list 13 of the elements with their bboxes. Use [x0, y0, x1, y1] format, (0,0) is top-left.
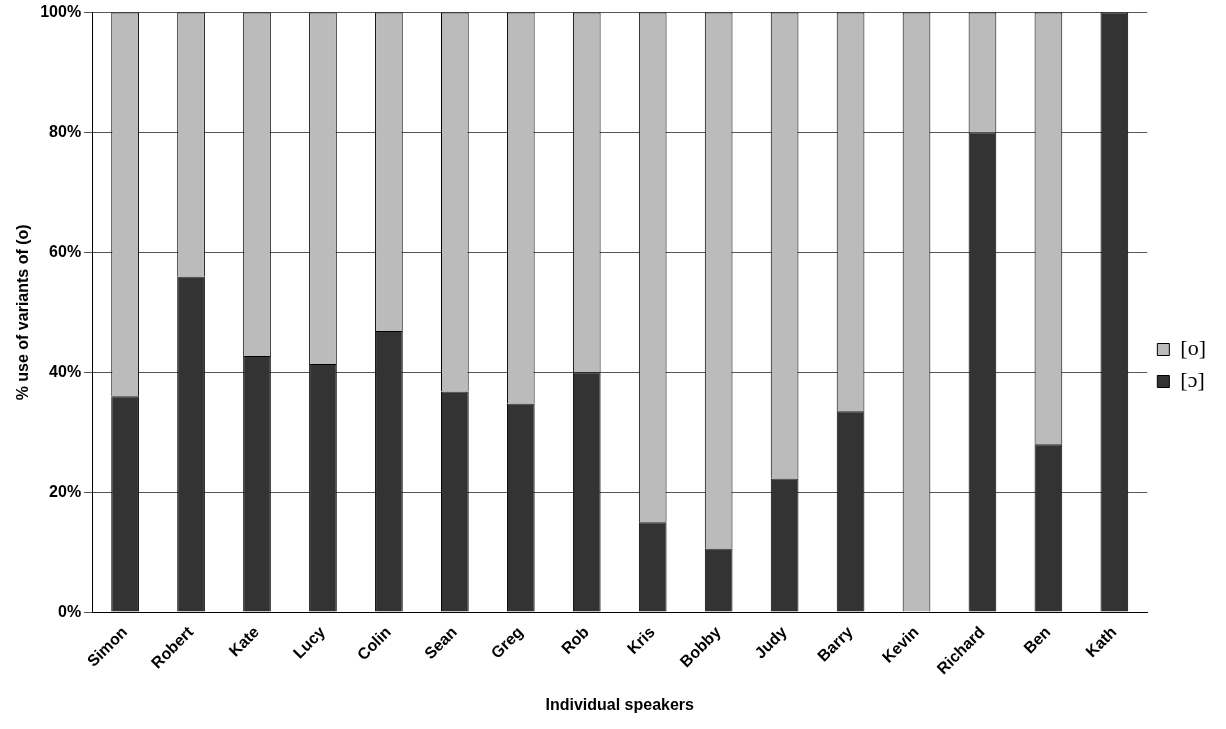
y-tick-label: 80% — [49, 122, 82, 140]
y-axis-title: % use of variants of (o) — [14, 224, 32, 401]
x-tick-label: Ben — [1020, 623, 1054, 657]
x-axis-title: Individual speakers — [545, 695, 695, 713]
y-tick-label: 60% — [49, 242, 82, 260]
legend-label: [ɔ] — [1180, 367, 1205, 393]
y-tick-label: 20% — [49, 482, 82, 500]
legend-label: [o] — [1180, 335, 1206, 361]
x-tick-label: Rob — [557, 622, 593, 658]
x-tick-label: Kris — [623, 623, 659, 658]
y-tick-label: 0% — [58, 602, 82, 620]
y-tick-label: 40% — [49, 362, 82, 380]
y-tick-label: 100% — [40, 3, 82, 21]
